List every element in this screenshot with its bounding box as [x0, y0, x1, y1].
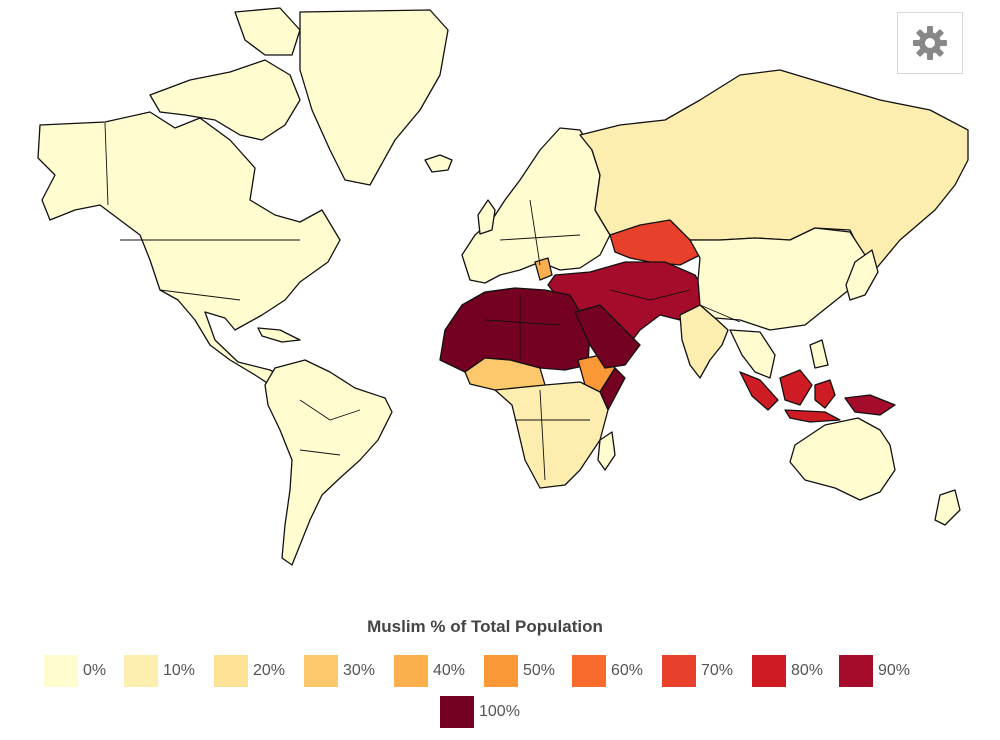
- border-alaska: [104, 122, 109, 206]
- legend-title: Muslim % of Total Population: [367, 617, 603, 636]
- border-europe-1: [499, 234, 581, 241]
- legend-swatch: [572, 655, 606, 687]
- border-middle-east: [609, 289, 691, 301]
- region-new-guinea: [844, 394, 896, 416]
- legend-swatch: [214, 655, 248, 687]
- legend-swatch: [440, 696, 474, 728]
- border-africa-1: [484, 319, 561, 326]
- legend-swatch: [839, 655, 873, 687]
- world-map-area: [37, 7, 969, 566]
- border-africa-4: [539, 389, 546, 481]
- legend-swatch: [394, 655, 428, 687]
- border-south-america-2: [299, 449, 341, 456]
- legend-label: 90%: [878, 662, 911, 679]
- region-southeast-asia: [729, 329, 776, 379]
- legend-item: 80%: [752, 655, 823, 687]
- legend-swatch: [662, 655, 696, 687]
- legend-item: 50%: [484, 655, 555, 687]
- legend-label: 50%: [523, 662, 556, 679]
- border-us-mexico: [159, 289, 241, 301]
- legend-item: 90%: [839, 655, 910, 687]
- settings-button[interactable]: [897, 12, 963, 74]
- region-kazakhstan: [609, 219, 701, 266]
- region-greenland: [299, 9, 449, 186]
- region-china: [689, 227, 866, 331]
- legend-label: 30%: [343, 662, 376, 679]
- region-borneo: [779, 369, 813, 406]
- legend-item: 30%: [304, 655, 375, 687]
- border-europe-2: [529, 199, 541, 266]
- region-balkans: [534, 257, 553, 281]
- legend-item: 0%: [44, 655, 106, 687]
- world-map: [37, 7, 969, 566]
- region-madagascar: [597, 431, 616, 471]
- gear-icon: [913, 26, 947, 60]
- legend-item: 60%: [572, 655, 643, 687]
- legend-item: 10%: [124, 655, 195, 687]
- region-north-africa: [439, 287, 591, 373]
- region-australia: [789, 417, 896, 501]
- legend-label: 40%: [433, 662, 466, 679]
- region-north-america: [37, 111, 341, 393]
- legend-swatch: [484, 655, 518, 687]
- legend-item: 40%: [394, 655, 465, 687]
- legend-label: 70%: [701, 662, 734, 679]
- legend-label: 10%: [163, 662, 196, 679]
- region-uk: [477, 199, 496, 235]
- region-cuba: [257, 327, 301, 343]
- region-arabia: [574, 304, 641, 369]
- legend-label: 60%: [611, 662, 644, 679]
- legend-item: 100%: [440, 696, 520, 728]
- legend-swatch: [124, 655, 158, 687]
- region-central-southern-africa: [494, 381, 609, 489]
- legend-label: 80%: [791, 662, 824, 679]
- legend-item: 70%: [662, 655, 733, 687]
- region-south-america: [264, 359, 393, 566]
- legend-label: 0%: [83, 662, 107, 679]
- region-iceland: [424, 154, 453, 173]
- legend-label: 20%: [253, 662, 286, 679]
- region-java: [784, 409, 841, 423]
- region-new-zealand: [934, 489, 961, 526]
- region-japan: [845, 249, 879, 301]
- border-china-india: [699, 304, 741, 323]
- legend-swatch: [304, 655, 338, 687]
- legend-item: 20%: [214, 655, 285, 687]
- region-indonesia: [739, 371, 779, 411]
- legend-swatch: [752, 655, 786, 687]
- legend-label: 100%: [479, 703, 520, 720]
- legend-swatch: [44, 655, 78, 687]
- region-philippines: [809, 339, 829, 369]
- region-sulawesi: [814, 379, 836, 409]
- region-arctic-islands: [149, 59, 301, 141]
- border-south-america-1: [299, 399, 361, 421]
- region-baffin-island: [234, 7, 301, 56]
